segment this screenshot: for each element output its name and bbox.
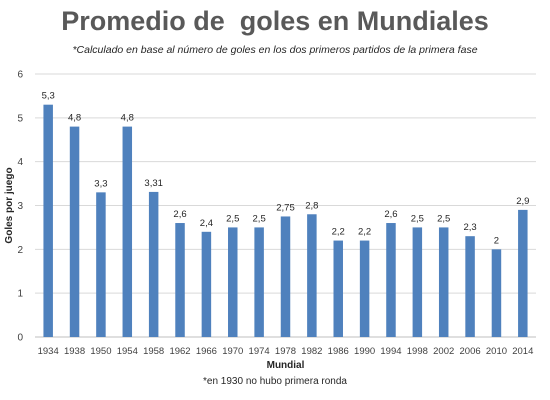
x-tick-label: 1962 [169, 346, 190, 357]
data-labels: 5,3 4,8 3,3 4,8 3,31 2,6 2,4 2,5 2,5 2,75 2,8 2,2 2,… [42, 91, 530, 247]
x-tick-label: 2002 [433, 346, 454, 357]
data-label: 5,3 [42, 91, 55, 102]
bar [43, 104, 53, 337]
bar [122, 126, 133, 337]
chart-title: Promedio de goles en Mundiales [61, 6, 489, 36]
bar [412, 227, 423, 337]
bar [228, 227, 238, 337]
y-tick-label: 5 [17, 113, 23, 124]
data-label: 2,8 [305, 200, 318, 211]
bars [43, 104, 528, 337]
x-tick-label: 1986 [328, 346, 349, 357]
data-label: 2,5 [437, 213, 450, 224]
chart-subtitle: *Calculado en base al número de goles en… [72, 44, 478, 56]
x-tick-label: 2014 [512, 346, 533, 357]
data-label: 2,75 [276, 202, 295, 213]
y-axis-label: Goles por juego [4, 167, 15, 243]
data-label: 2,5 [253, 213, 266, 224]
x-tick-label: 1954 [117, 346, 138, 357]
x-axis-ticks: 1934 1938 1950 1954 1958 1962 1966 1970 1974 1978… [38, 346, 534, 357]
chart-footnote: *en 1930 no hubo primera ronda [203, 376, 347, 387]
bar [438, 227, 449, 337]
bar [148, 191, 159, 337]
x-tick-label: 1970 [222, 346, 243, 357]
x-tick-label: 1974 [249, 346, 270, 357]
data-label: 2 [494, 235, 499, 246]
y-axis-ticks: 0 1 2 3 4 5 6 [17, 70, 23, 344]
x-tick-label: 2006 [460, 346, 481, 357]
data-label: 2,3 [463, 222, 476, 233]
data-label: 3,31 [144, 178, 163, 189]
x-tick-label: 1998 [407, 346, 428, 357]
y-tick-label: 6 [17, 70, 23, 81]
y-tick-label: 4 [17, 157, 23, 168]
data-label: 2,2 [332, 227, 345, 238]
bar [491, 249, 502, 337]
x-tick-label: 1934 [38, 346, 59, 357]
bar [333, 240, 343, 337]
x-tick-label: 1982 [301, 346, 322, 357]
bar [386, 223, 396, 337]
bar [175, 223, 185, 337]
x-tick-label: 1950 [90, 346, 111, 357]
x-tick-label: 1978 [275, 346, 296, 357]
data-label: 2,9 [516, 196, 529, 207]
x-tick-label: 2010 [486, 346, 507, 357]
bar [69, 126, 80, 337]
data-label: 2,4 [200, 218, 213, 229]
x-tick-label: 1938 [64, 346, 85, 357]
data-label: 2,2 [358, 227, 371, 238]
y-tick-label: 0 [17, 333, 23, 344]
x-tick-label: 1990 [354, 346, 375, 357]
y-tick-label: 1 [17, 289, 23, 300]
x-axis-label: Mundial [267, 360, 305, 371]
data-label: 2,6 [173, 209, 186, 220]
data-label: 2,5 [411, 213, 424, 224]
bar [201, 231, 212, 337]
bar [307, 214, 317, 337]
bar [96, 192, 106, 337]
y-tick-label: 3 [17, 201, 23, 212]
x-tick-label: 1994 [380, 346, 401, 357]
data-label: 4,8 [121, 113, 134, 124]
y-tick-label: 2 [17, 245, 23, 256]
x-tick-label: 1966 [196, 346, 217, 357]
data-label: 4,8 [68, 113, 81, 124]
bar [254, 227, 264, 337]
bar [465, 236, 475, 337]
data-label: 2,6 [384, 209, 397, 220]
data-label: 2,5 [226, 213, 239, 224]
bar [280, 216, 291, 337]
data-label: 3,3 [94, 178, 107, 189]
x-tick-label: 1958 [143, 346, 164, 357]
bar [359, 240, 370, 337]
bar [518, 209, 528, 337]
